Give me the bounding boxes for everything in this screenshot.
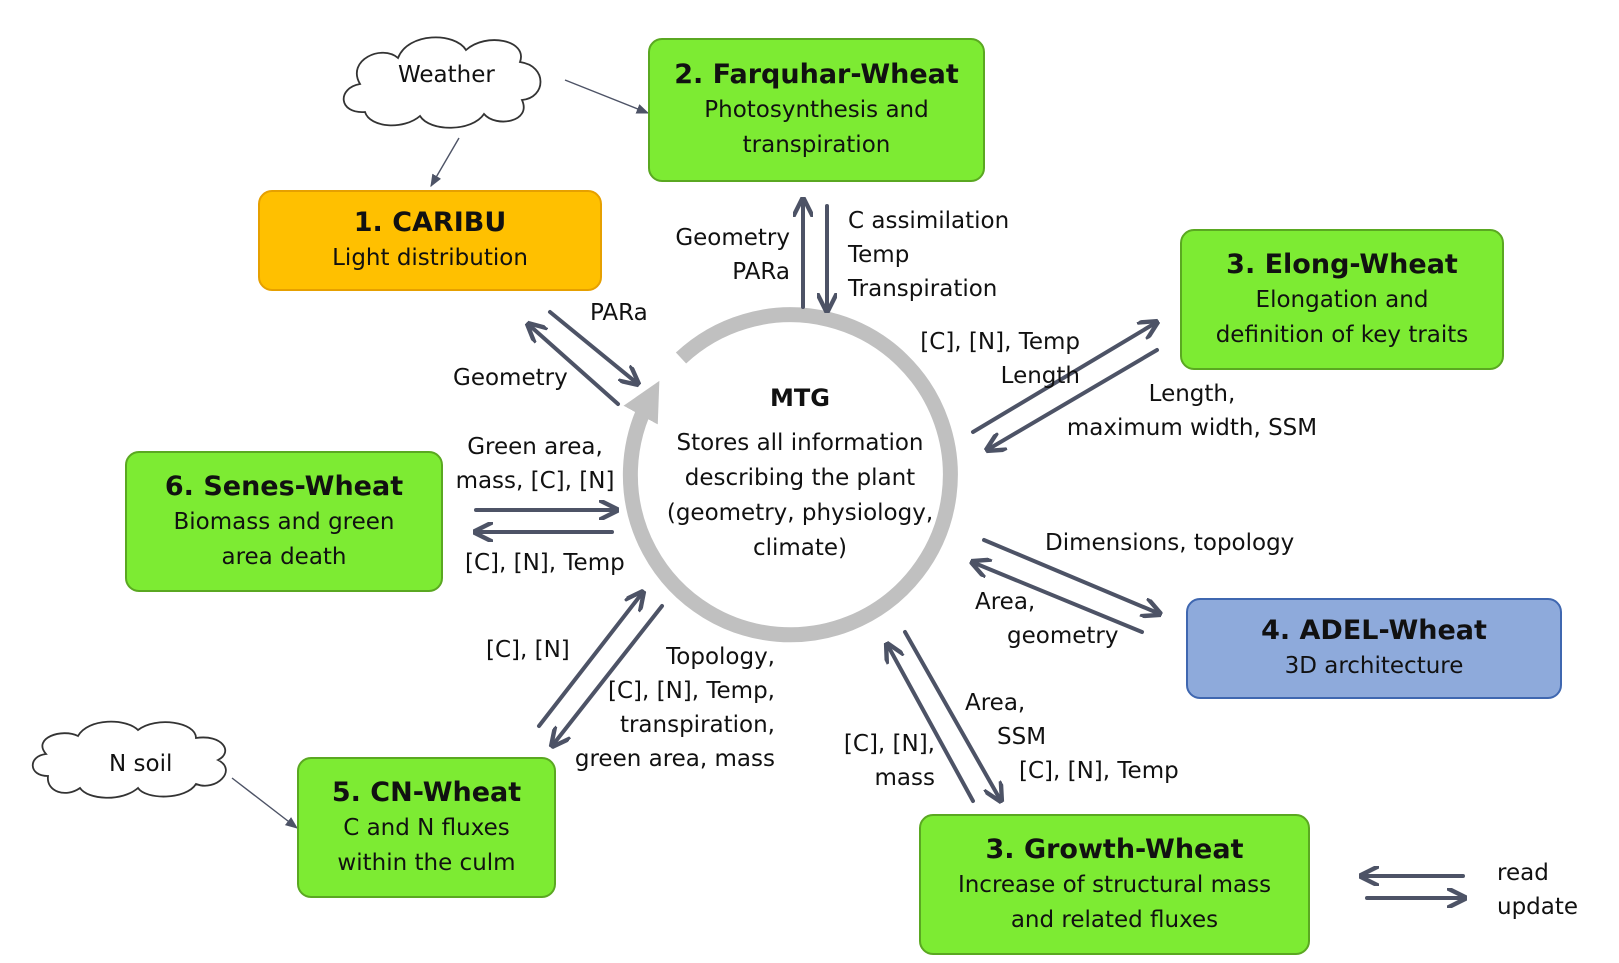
nsoil-cloud (31, 720, 227, 799)
growth-desc-2: and related fluxes (1010, 906, 1219, 933)
farquhar-update-label-3: Transpiration (848, 276, 998, 302)
caribu-title: 1. CARIBU (353, 207, 507, 238)
cn-read-label-2: [C], [N], Temp, (607, 678, 775, 704)
elong-desc-2: definition of key traits (1215, 321, 1469, 348)
caribu-desc: Light distribution (332, 245, 528, 271)
mtg-desc-4: climate) (752, 535, 848, 561)
cn-update-label: [C], [N] (486, 637, 570, 663)
mtg-desc-2: describing the plant (684, 465, 916, 491)
farquhar-read-label-1: Geometry (675, 225, 790, 251)
senes-title: 6. Senes-Wheat (164, 470, 404, 502)
caribu-module: 1. CARIBU Light distribution (258, 190, 602, 291)
mtg-desc-3: (geometry, physiology, (666, 500, 934, 526)
growth-update-label-1: [C], [N], (843, 731, 935, 757)
weather-cloud (342, 36, 542, 129)
growth-read-label-1: Area, (965, 690, 1026, 716)
mtg-ring (622, 307, 958, 643)
caribu-read-arrow (528, 324, 620, 406)
cn-desc-2: within the culm (337, 849, 516, 876)
elong-desc-1: Elongation and (1255, 286, 1429, 313)
senes-update-label: [C], [N], Temp (465, 550, 625, 576)
cn-read-label: Topology, [C], [N], Temp, transpiration,… (560, 640, 775, 776)
growth-update-label: [C], [N], mass (820, 727, 935, 795)
farquhar-update-label: C assimilation Temp Transpiration (848, 204, 1009, 306)
growth-update-label-2: mass (874, 765, 935, 791)
legend-read-label: read (1497, 860, 1549, 886)
senes-read-label-1: Green area, (467, 434, 603, 460)
adel-update-label-1: Area, (975, 589, 1036, 615)
growth-desc-1: Increase of structural mass (957, 871, 1272, 898)
senes-read-label-2: mass, [C], [N] (455, 468, 615, 494)
mtg-desc-1: Stores all information (676, 430, 924, 456)
farquhar-title: 2. Farquhar-Wheat (674, 59, 959, 90)
elong-update-label-1: Length, (1148, 381, 1236, 407)
caribu-read-label: Geometry (453, 365, 568, 391)
growth-read-label: Area, SSM [C], [N], Temp (965, 686, 1179, 788)
elong-title: 3. Elong-Wheat (1226, 248, 1458, 280)
farquhar-update-label-1: C assimilation (848, 208, 1010, 234)
cn-module: 5. CN-Wheat C and N fluxes within the cu… (297, 757, 556, 898)
adel-read-label: Dimensions, topology (1045, 530, 1295, 556)
adel-module: 4. ADEL-Wheat 3D architecture (1186, 598, 1562, 699)
senes-desc-1: Biomass and green (173, 508, 395, 535)
farquhar-update-label-2: Temp (848, 242, 910, 268)
farquhar-module: 2. Farquhar-Wheat Photosynthesis and tra… (648, 38, 985, 182)
cn-title: 5. CN-Wheat (331, 776, 522, 808)
cn-desc-1: C and N fluxes (343, 814, 510, 841)
farquhar-desc-2: transpiration (742, 132, 891, 158)
caribu-update-label: PARa (590, 300, 648, 326)
growth-title: 3. Growth-Wheat (985, 833, 1244, 865)
elong-update-arrow (987, 348, 1159, 450)
caribu-update-arrow (548, 310, 638, 384)
cn-update-arrow (537, 592, 643, 728)
weather-to-farquhar-arrow (564, 79, 650, 114)
growth-read-label-2: SSM (997, 724, 1047, 750)
nsoil-label: N soil (109, 751, 173, 777)
growth-read-label-3: [C], [N], Temp (1019, 758, 1179, 784)
elong-read-label-2: Length (1000, 363, 1080, 389)
cn-read-label-4: green area, mass (574, 746, 775, 772)
mtg-core: MTG Stores all information describing th… (640, 378, 960, 566)
growth-module: 3. Growth-Wheat Increase of structural m… (919, 814, 1310, 955)
farquhar-read-label-2: PARa (732, 259, 790, 285)
cn-read-label-3: transpiration, (619, 712, 775, 738)
adel-update-label-2: geometry (1007, 623, 1119, 649)
elong-read-label: [C], [N], Temp Length (880, 325, 1080, 393)
elong-read-label-1: [C], [N], Temp (920, 329, 1080, 355)
elong-module: 3. Elong-Wheat Elongation and definition… (1180, 229, 1504, 370)
nsoil-to-cn-arrow (231, 777, 298, 829)
farquhar-read-label: Geometry PARa (628, 221, 790, 289)
growth-update-arrow (887, 644, 975, 803)
cn-read-label-1: Topology, (666, 644, 775, 670)
weather-to-caribu-arrow (430, 137, 460, 188)
elong-read-arrow (971, 322, 1157, 434)
adel-update-label: Area, geometry (975, 585, 1118, 653)
cn-read-arrow (552, 604, 664, 746)
elong-update-label: Length, maximum width, SSM (1062, 377, 1322, 445)
senes-module: 6. Senes-Wheat Biomass and green area de… (125, 451, 443, 592)
adel-desc: 3D architecture (1284, 653, 1464, 679)
adel-read-arrow (982, 538, 1160, 614)
senes-desc-2: area death (221, 543, 347, 570)
elong-update-label-2: maximum width, SSM (1066, 415, 1318, 441)
mtg-title: MTG (770, 384, 830, 412)
adel-update-arrow (972, 562, 1144, 634)
farquhar-desc-1: Photosynthesis and (704, 97, 929, 123)
growth-read-arrow (903, 630, 1001, 801)
weather-label: Weather (398, 62, 495, 88)
adel-title: 4. ADEL-Wheat (1261, 615, 1487, 646)
senes-read-label: Green area, mass, [C], [N] (440, 430, 630, 498)
legend-update-label: update (1497, 894, 1579, 920)
